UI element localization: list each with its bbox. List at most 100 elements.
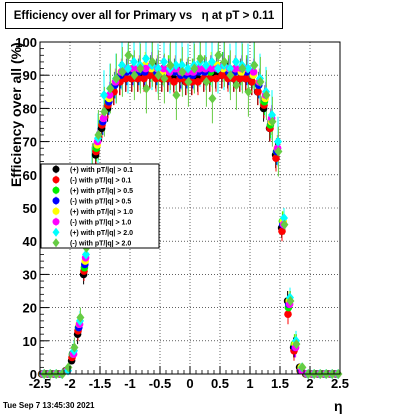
data-point [218, 71, 226, 79]
x-tick-label: 1.5 [271, 376, 289, 391]
data-point [94, 129, 103, 140]
data-point [142, 83, 151, 94]
data-point [220, 56, 229, 67]
data-point [284, 310, 292, 319]
x-tick-label: -1.5 [89, 376, 111, 391]
data-point [170, 78, 178, 86]
data-point [100, 106, 109, 117]
legend-marker [52, 207, 60, 215]
data-point [231, 64, 240, 73]
data-point [194, 78, 202, 86]
y-tick-label: 90 [23, 68, 37, 83]
data-point [160, 73, 169, 84]
legend-label: (+) with pT/|q| > 0.5 [70, 188, 133, 195]
data-point [208, 93, 217, 104]
data-point [124, 63, 132, 74]
data-point [268, 116, 277, 127]
data-point [159, 64, 168, 73]
data-point [141, 64, 150, 73]
data-point [262, 90, 271, 101]
data-point [136, 63, 145, 74]
x-axis-title: η [334, 398, 343, 414]
data-point [105, 91, 114, 99]
y-tick-label: 40 [23, 234, 37, 249]
data-point [244, 63, 252, 74]
data-point [99, 114, 108, 123]
x-tick-label: -1 [124, 376, 136, 391]
data-point [202, 76, 211, 87]
data-point [184, 63, 192, 74]
legend-marker [52, 227, 60, 237]
data-point [148, 56, 157, 67]
data-point [130, 70, 139, 81]
data-point [244, 86, 253, 97]
data-point [280, 212, 288, 223]
legend-box [40, 163, 160, 249]
data-point [214, 63, 222, 74]
data-point [292, 339, 301, 350]
y-tick-label: 30 [23, 267, 37, 282]
x-tick-label: -2.5 [29, 376, 51, 391]
x-tick-label: 2.5 [331, 376, 349, 391]
data-point [184, 76, 193, 87]
data-point [178, 66, 187, 77]
x-tick-label: -0.5 [149, 376, 171, 391]
data-point [249, 68, 258, 76]
data-point [106, 83, 115, 94]
data-point [226, 70, 235, 81]
data-point [166, 60, 175, 71]
data-point [172, 60, 180, 71]
data-point [140, 74, 148, 83]
data-point [207, 64, 216, 73]
data-point [172, 90, 181, 101]
data-point [232, 56, 240, 67]
data-point [236, 74, 244, 83]
legend-marker [52, 176, 60, 184]
y-tick-label: 10 [23, 334, 37, 349]
data-point [118, 66, 127, 77]
legend-label: (-) with pT/|q| > 0.1 [70, 177, 131, 184]
data-point [129, 64, 138, 73]
data-point [196, 53, 205, 64]
data-point [298, 362, 307, 373]
chart-title-box: Efficiency over all for Primary vs η at … [5, 2, 283, 29]
data-point [232, 80, 241, 91]
y-axis-title: Efficiency over all (%) [8, 42, 24, 187]
legend: (+) with pT/|q| > 0.1 (-) with pT/|q| > 0… [40, 163, 160, 249]
data-point [195, 64, 204, 73]
data-point [160, 56, 168, 67]
legend-label: (+) with pT/|q| > 2.0 [70, 230, 133, 237]
data-point [250, 60, 259, 71]
data-point [226, 63, 234, 74]
x-tick-label: 0 [186, 376, 193, 391]
data-point [142, 53, 150, 64]
data-point [208, 56, 216, 67]
x-tick-label: -2 [64, 376, 76, 391]
data-point [212, 74, 220, 83]
data-point [274, 136, 282, 147]
y-tick-label: 20 [23, 301, 37, 316]
data-point [274, 146, 283, 157]
data-point [256, 76, 265, 87]
data-point [100, 90, 108, 101]
y-tick-label: 70 [23, 135, 37, 150]
x-tick-label: 0.5 [211, 376, 229, 391]
chart-title: Efficiency over all for Primary vs η at … [13, 9, 275, 22]
legend-marker [52, 165, 60, 173]
legend-marker [52, 186, 60, 194]
legend-label: (-) with pT/|q| > 2.0 [70, 240, 131, 247]
data-point [238, 63, 247, 74]
data-point [154, 70, 163, 81]
data-point [190, 63, 199, 74]
data-point [278, 227, 286, 236]
data-point [248, 78, 256, 86]
data-point [70, 342, 79, 353]
legend-marker [52, 218, 60, 226]
x-tick-label: 1 [246, 376, 253, 391]
data-point [214, 50, 223, 61]
data-point [124, 50, 133, 61]
data-point [154, 63, 162, 74]
data-point [130, 56, 138, 67]
legend-label: (+) with pT/|q| > 0.1 [70, 167, 133, 174]
